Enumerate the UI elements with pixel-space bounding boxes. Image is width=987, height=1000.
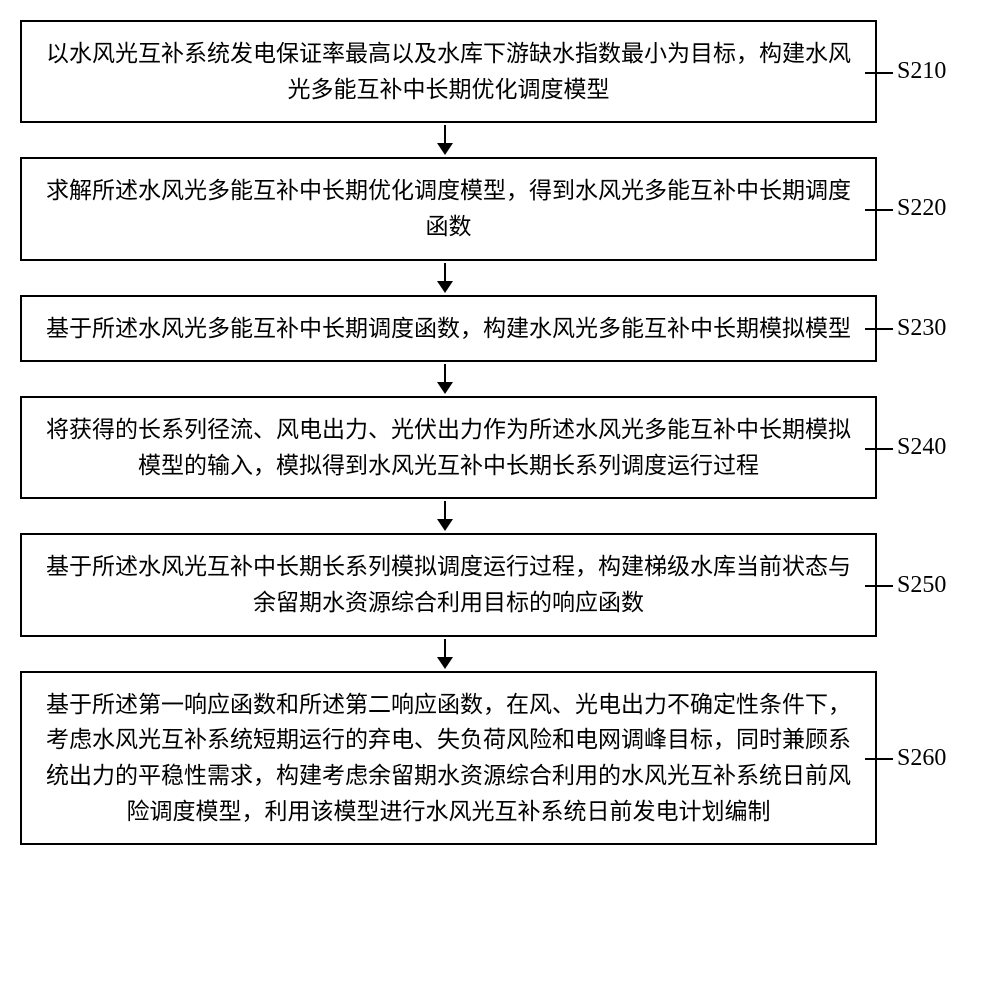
arrow-2: [20, 263, 967, 293]
step-id: S220: [897, 195, 946, 221]
label-connector-line: [865, 209, 893, 211]
arrow-4: [20, 501, 967, 531]
step-label-s260: S260: [897, 745, 967, 772]
arrow-head: [437, 143, 453, 155]
step-text: 基于所述水风光多能互补中长期调度函数，构建水风光多能互补中长期模拟模型: [46, 316, 851, 341]
step-container-2: 求解所述水风光多能互补中长期优化调度模型，得到水风光多能互补中长期调度函数 S2…: [20, 157, 967, 260]
step-container-4: 将获得的长系列径流、风电出力、光伏出力作为所述水风光多能互补中长期模拟模型的输入…: [20, 396, 967, 499]
step-box-s240: 将获得的长系列径流、风电出力、光伏出力作为所述水风光多能互补中长期模拟模型的输入…: [20, 396, 877, 499]
arrow-head: [437, 382, 453, 394]
step-text: 基于所述水风光互补中长期长系列模拟调度运行过程，构建梯级水库当前状态与余留期水资…: [46, 554, 851, 615]
arrow-line: [444, 364, 446, 384]
step-box-s220: 求解所述水风光多能互补中长期优化调度模型，得到水风光多能互补中长期调度函数: [20, 157, 877, 260]
arrow-line: [444, 125, 446, 145]
step-label-s210: S210: [897, 58, 967, 85]
step-id: S250: [897, 572, 946, 598]
arrow-1: [20, 125, 967, 155]
label-connector-line: [865, 328, 893, 330]
step-container-3: 基于所述水风光多能互补中长期调度函数，构建水风光多能互补中长期模拟模型 S230: [20, 295, 967, 363]
step-text: 以水风光互补系统发电保证率最高以及水库下游缺水指数最小为目标，构建水风光多能互补…: [46, 41, 851, 102]
step-text: 求解所述水风光多能互补中长期优化调度模型，得到水风光多能互补中长期调度函数: [46, 178, 851, 239]
arrow-head: [437, 657, 453, 669]
step-box-s230: 基于所述水风光多能互补中长期调度函数，构建水风光多能互补中长期模拟模型: [20, 295, 877, 363]
flowchart-container: 以水风光互补系统发电保证率最高以及水库下游缺水指数最小为目标，构建水风光多能互补…: [20, 20, 967, 845]
step-label-s230: S230: [897, 315, 967, 342]
step-box-s260: 基于所述第一响应函数和所述第二响应函数，在风、光电出力不确定性条件下，考虑水风光…: [20, 671, 877, 846]
arrow-head: [437, 519, 453, 531]
step-container-1: 以水风光互补系统发电保证率最高以及水库下游缺水指数最小为目标，构建水风光多能互补…: [20, 20, 967, 123]
arrow-head: [437, 281, 453, 293]
step-id: S230: [897, 315, 946, 341]
arrow-5: [20, 639, 967, 669]
step-id: S210: [897, 58, 946, 84]
arrow-3: [20, 364, 967, 394]
step-box-s210: 以水风光互补系统发电保证率最高以及水库下游缺水指数最小为目标，构建水风光多能互补…: [20, 20, 877, 123]
step-container-6: 基于所述第一响应函数和所述第二响应函数，在风、光电出力不确定性条件下，考虑水风光…: [20, 671, 967, 846]
step-text: 基于所述第一响应函数和所述第二响应函数，在风、光电出力不确定性条件下，考虑水风光…: [46, 692, 851, 824]
step-text: 将获得的长系列径流、风电出力、光伏出力作为所述水风光多能互补中长期模拟模型的输入…: [46, 417, 851, 478]
step-id: S260: [897, 745, 946, 771]
step-container-5: 基于所述水风光互补中长期长系列模拟调度运行过程，构建梯级水库当前状态与余留期水资…: [20, 533, 967, 636]
step-label-s220: S220: [897, 195, 967, 222]
label-connector-line: [865, 758, 893, 760]
step-id: S240: [897, 434, 946, 460]
arrow-line: [444, 263, 446, 283]
step-label-s240: S240: [897, 434, 967, 461]
arrow-line: [444, 501, 446, 521]
step-label-s250: S250: [897, 572, 967, 599]
label-connector-line: [865, 585, 893, 587]
arrow-line: [444, 639, 446, 659]
label-connector-line: [865, 448, 893, 450]
step-box-s250: 基于所述水风光互补中长期长系列模拟调度运行过程，构建梯级水库当前状态与余留期水资…: [20, 533, 877, 636]
label-connector-line: [865, 72, 893, 74]
